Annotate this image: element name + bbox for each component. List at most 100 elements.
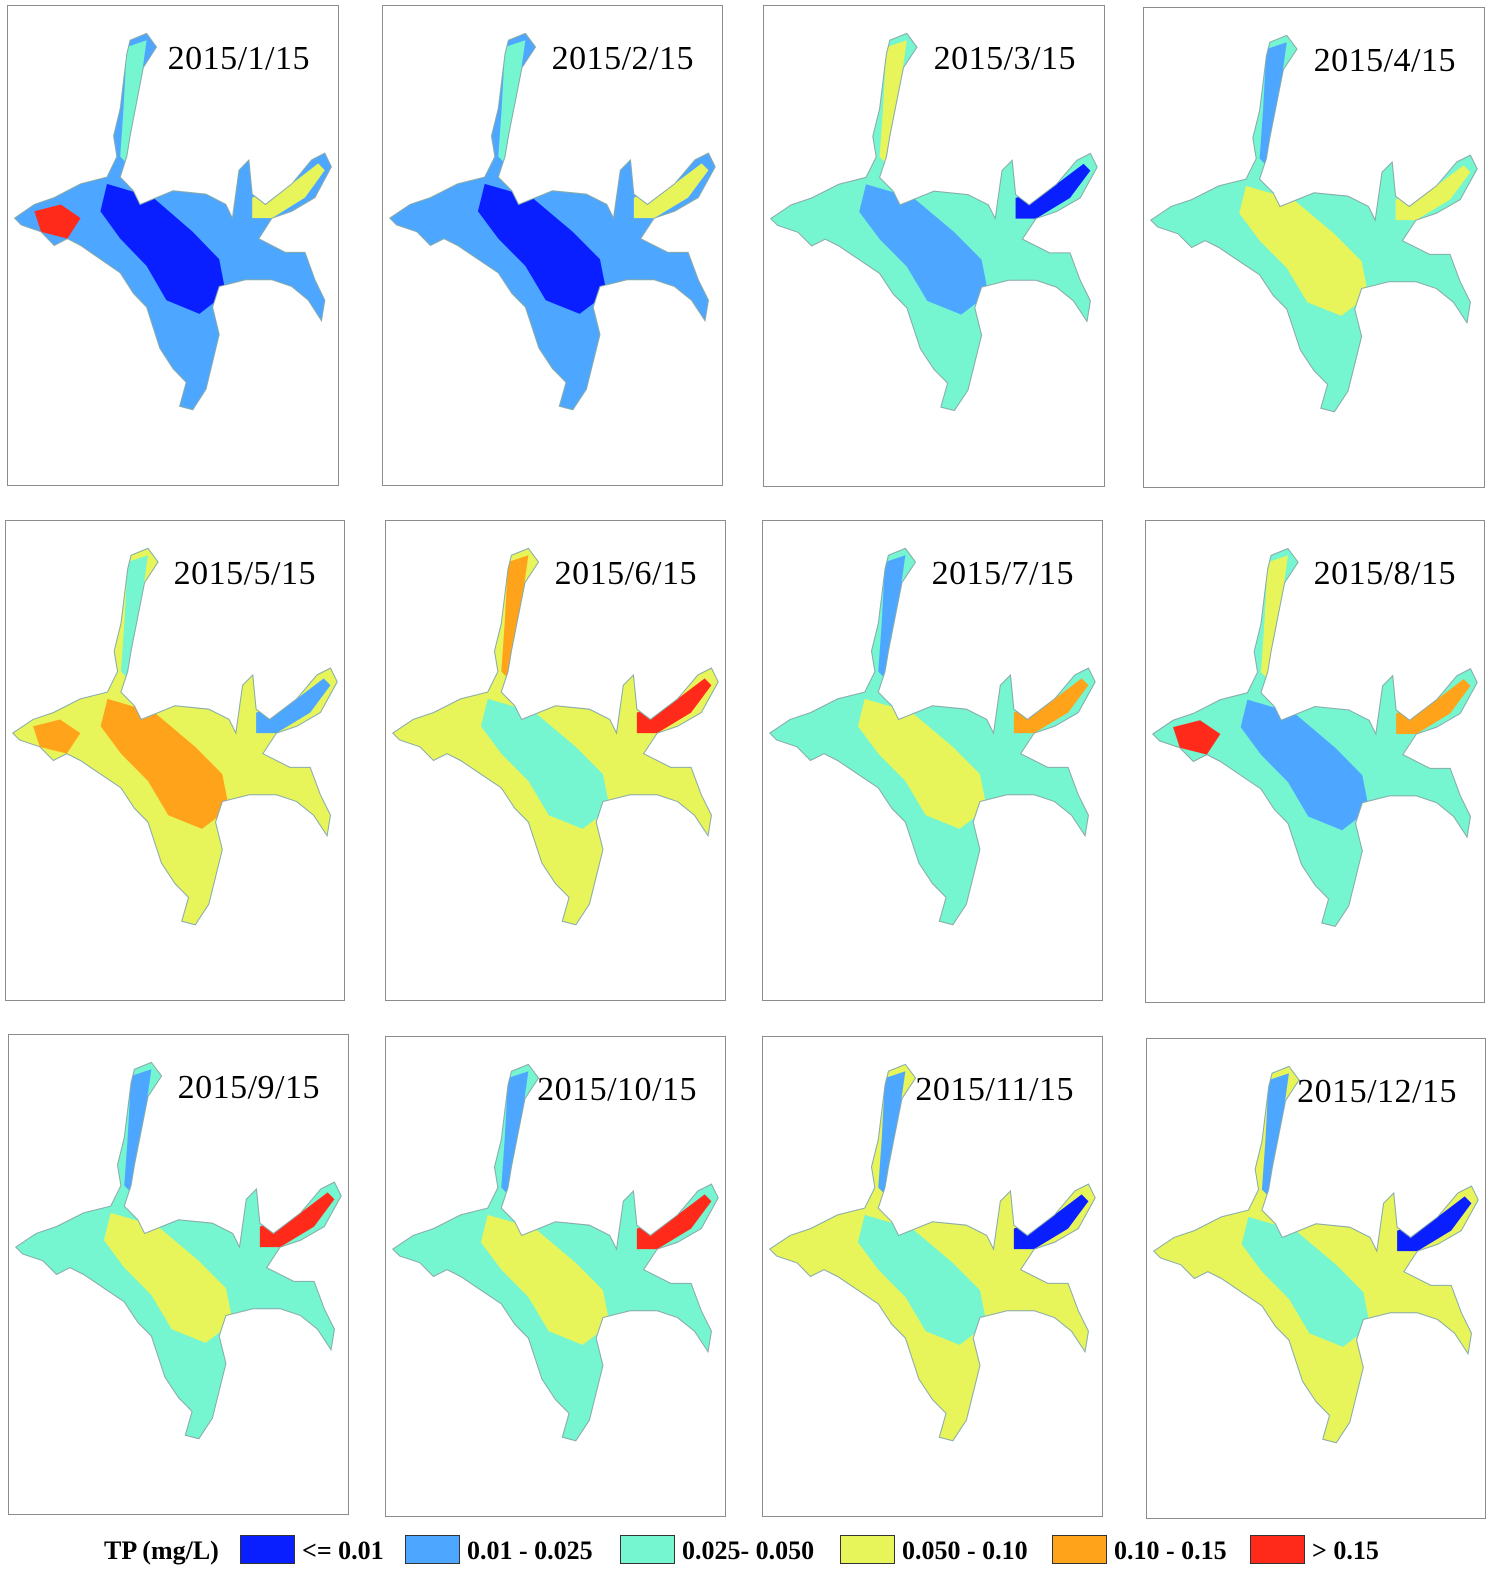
panel-date: 2015/7/15 bbox=[931, 555, 1074, 592]
concentration-zone bbox=[1013, 678, 1089, 734]
reservoir-map bbox=[769, 32, 1098, 412]
reservoir-outline bbox=[1149, 34, 1478, 413]
concentration-zone bbox=[878, 1071, 906, 1195]
concentration-zone bbox=[480, 698, 610, 829]
concentration-zone bbox=[477, 183, 607, 314]
reservoir-outline bbox=[13, 32, 332, 411]
reservoir-outline bbox=[768, 547, 1096, 926]
reservoir-outline bbox=[14, 1061, 342, 1440]
concentration-zone bbox=[1261, 1073, 1289, 1197]
panel-date: 2015/4/15 bbox=[1313, 42, 1456, 79]
reservoir-outline bbox=[391, 547, 719, 926]
map-panel: 2015/7/15 bbox=[762, 520, 1103, 1001]
concentration-zone bbox=[857, 698, 987, 829]
panel-date: 2015/8/15 bbox=[1313, 555, 1456, 592]
map-panel: 2015/3/15 bbox=[763, 5, 1105, 487]
reservoir-map bbox=[11, 547, 338, 926]
concentration-zone bbox=[256, 678, 331, 734]
concentration-zone bbox=[857, 1214, 987, 1345]
panel-date: 2015/2/15 bbox=[551, 40, 694, 77]
reservoir-outline bbox=[768, 1063, 1096, 1442]
concentration-zone bbox=[124, 1069, 152, 1193]
concentration-zone bbox=[480, 1214, 610, 1345]
map-panel: 2015/10/15 bbox=[385, 1036, 726, 1517]
reservoir-map bbox=[1149, 34, 1478, 413]
map-panel: 2015/12/15 bbox=[1146, 1038, 1486, 1519]
concentration-zone bbox=[1395, 165, 1471, 221]
concentration-zone bbox=[879, 40, 907, 164]
reservoir-outline bbox=[391, 1063, 719, 1442]
concentration-zone bbox=[1397, 1196, 1472, 1252]
legend-swatch bbox=[405, 1535, 460, 1564]
concentration-zone bbox=[252, 163, 325, 219]
map-panel: 2015/6/15 bbox=[385, 520, 726, 1001]
legend-swatch bbox=[1250, 1535, 1305, 1564]
panel-date: 2015/12/15 bbox=[1297, 1073, 1457, 1110]
reservoir-map bbox=[768, 547, 1096, 926]
legend-label: <= 0.01 bbox=[302, 1536, 384, 1565]
reservoir-map bbox=[391, 1063, 719, 1442]
reservoir-outline bbox=[769, 32, 1098, 412]
reservoir-outline bbox=[388, 32, 716, 411]
concentration-zone bbox=[103, 1212, 233, 1343]
concentration-zone bbox=[100, 183, 226, 314]
map-panel: 2015/2/15 bbox=[382, 5, 723, 486]
legend-swatch bbox=[240, 1535, 295, 1564]
panel-date: 2015/5/15 bbox=[173, 555, 316, 592]
reservoir-outline bbox=[1152, 1065, 1479, 1444]
legend-label: 0.025- 0.050 bbox=[682, 1536, 815, 1565]
concentration-zone bbox=[100, 698, 230, 829]
map-panel: 2015/8/15 bbox=[1145, 520, 1485, 1003]
reservoir-map bbox=[13, 32, 332, 411]
concentration-zone bbox=[120, 555, 148, 679]
concentration-zone bbox=[120, 40, 147, 164]
map-panel: 2015/1/15 bbox=[7, 5, 339, 486]
concentration-zone bbox=[498, 40, 526, 164]
panel-date: 2015/1/15 bbox=[167, 40, 310, 77]
concentration-zone bbox=[859, 184, 989, 315]
concentration-zone bbox=[1013, 1194, 1089, 1250]
concentration-zone bbox=[1173, 720, 1221, 755]
reservoir-map bbox=[14, 1061, 342, 1440]
concentration-zone bbox=[1240, 699, 1370, 831]
legend-swatch bbox=[620, 1535, 675, 1564]
concentration-zone bbox=[636, 678, 712, 734]
legend-swatch bbox=[1052, 1535, 1107, 1564]
legend-swatch bbox=[840, 1535, 895, 1564]
reservoir-map bbox=[391, 547, 719, 926]
concentration-zone bbox=[633, 163, 709, 219]
concentration-zone bbox=[1396, 679, 1471, 735]
concentration-zone bbox=[1260, 555, 1288, 680]
concentration-zone bbox=[878, 555, 906, 679]
concentration-zone bbox=[501, 1071, 529, 1195]
concentration-zone bbox=[1259, 42, 1287, 166]
map-panel: 2015/11/15 bbox=[762, 1036, 1103, 1517]
concentration-zone bbox=[501, 555, 529, 679]
legend-label: 0.10 - 0.15 bbox=[1114, 1536, 1227, 1565]
panel-date: 2015/10/15 bbox=[537, 1071, 697, 1108]
concentration-zone bbox=[1241, 1216, 1371, 1347]
concentration-zone bbox=[1239, 185, 1369, 316]
legend-title: TP (mg/L) bbox=[104, 1536, 219, 1565]
panel-date: 2015/11/15 bbox=[915, 1071, 1074, 1108]
reservoir-outline bbox=[11, 547, 338, 926]
map-panel: 2015/5/15 bbox=[5, 520, 345, 1001]
concentration-zone bbox=[636, 1194, 712, 1250]
concentration-zone bbox=[1015, 163, 1091, 219]
legend-label: 0.050 - 0.10 bbox=[902, 1536, 1028, 1565]
concentration-zone bbox=[259, 1192, 335, 1248]
concentration-zone bbox=[33, 719, 81, 754]
map-panel: 2015/4/15 bbox=[1143, 7, 1485, 488]
legend-label: 0.01 - 0.025 bbox=[467, 1536, 593, 1565]
panel-date: 2015/6/15 bbox=[554, 555, 697, 592]
reservoir-map bbox=[1151, 547, 1478, 928]
panel-date: 2015/3/15 bbox=[933, 40, 1076, 77]
legend: TP (mg/L) <= 0.01 0.01 - 0.025 0.025- 0.… bbox=[0, 1534, 1499, 1574]
reservoir-map bbox=[388, 32, 716, 411]
legend-label: > 0.15 bbox=[1312, 1536, 1379, 1565]
reservoir-map bbox=[1152, 1065, 1479, 1444]
concentration-zone bbox=[34, 204, 81, 239]
panel-date: 2015/9/15 bbox=[177, 1069, 320, 1106]
map-panel: 2015/9/15 bbox=[8, 1034, 349, 1515]
reservoir-outline bbox=[1151, 547, 1478, 928]
